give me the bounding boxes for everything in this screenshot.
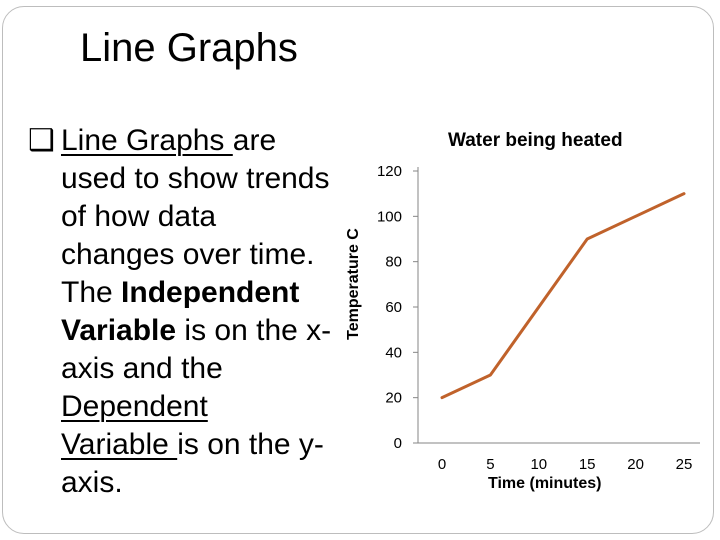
data-point: [682, 192, 686, 195]
bullet-segment: Variable: [61, 314, 177, 347]
y-tick-label: 60: [385, 299, 402, 316]
bullet-segment: Independent: [121, 276, 300, 309]
bullet-segment: is on the x-: [176, 314, 332, 347]
bullet-line: axis and the: [61, 350, 361, 388]
x-tick-label: 10: [530, 456, 547, 473]
x-tick-label: 0: [438, 456, 446, 473]
slide-title: Line Graphs: [80, 26, 298, 70]
y-tick-label: 80: [385, 254, 402, 271]
bullet-line: Line Graphs are: [61, 122, 361, 160]
bullet-segment: Variable: [61, 428, 178, 461]
chart-title: Water being heated: [448, 130, 623, 151]
bullet-segment: changes over time.: [61, 238, 315, 271]
bullet-line: Variable is on the x-: [61, 312, 361, 350]
x-tick-label: 5: [486, 456, 494, 473]
bullet-segment: The: [61, 276, 122, 309]
bullet-segment: axis.: [61, 466, 123, 499]
x-tick-label: 15: [579, 456, 596, 473]
bullet-segment: of how data: [61, 200, 217, 233]
bullet-line: Dependent: [61, 388, 361, 426]
y-tick-label: 20: [385, 390, 402, 407]
bullet-segment: axis and the: [61, 352, 223, 385]
bullet-text: Line Graphs are used to show trends of how…: [61, 122, 361, 502]
x-tick-label: 20: [627, 456, 644, 473]
bullet-line: axis.: [61, 464, 361, 502]
y-tick-label: 40: [385, 344, 402, 361]
bullet-segment: is on the y-: [177, 428, 324, 461]
bullet-line: changes over time.: [61, 236, 361, 274]
series-line: [440, 192, 686, 400]
x-axis-label: Time (minutes): [488, 475, 602, 492]
bullet-line: of how data: [61, 198, 361, 236]
slide-frame: [2, 6, 714, 534]
bullet-line: The Independent: [61, 274, 361, 312]
data-point: [489, 373, 492, 377]
data-point: [586, 237, 589, 241]
bullet-segment: Dependent: [61, 390, 208, 423]
y-tick-label: 100: [377, 208, 402, 225]
x-tick-label: 25: [676, 456, 693, 473]
bullet-icon: ❑: [28, 124, 55, 157]
bullet-segment: used to show trends: [61, 162, 330, 195]
bullet-line: Variable is on the y-: [61, 426, 361, 464]
bullet-segment: are: [232, 124, 277, 157]
y-tick-label: 0: [394, 435, 402, 452]
y-tick-label: 120: [377, 163, 402, 180]
bullet-line: used to show trends: [61, 160, 361, 198]
bullet-segment: Line Graphs: [61, 124, 233, 157]
data-point: [440, 396, 444, 399]
